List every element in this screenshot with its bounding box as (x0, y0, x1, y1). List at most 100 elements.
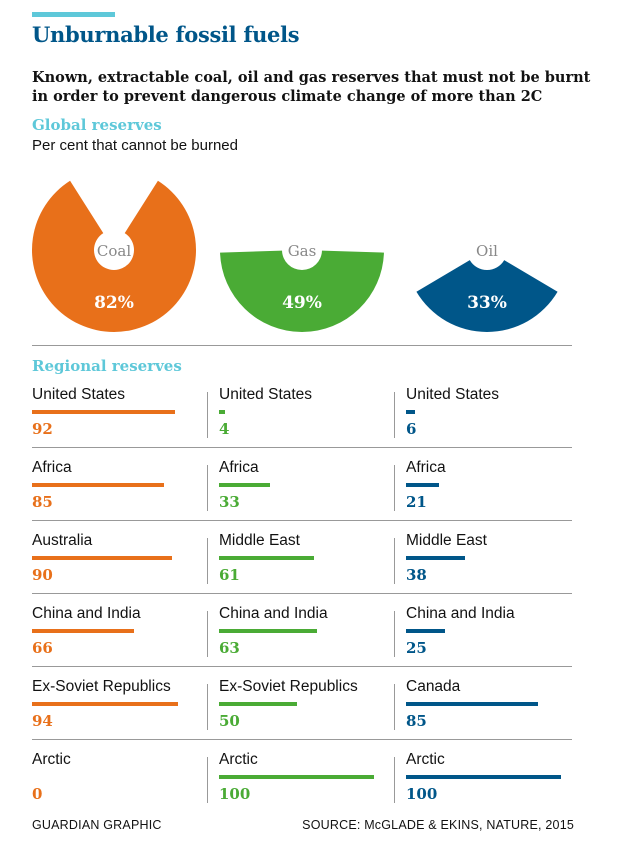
column-divider (394, 757, 395, 803)
column-divider (394, 392, 395, 438)
page-title: Unburnable fossil fuels (32, 22, 300, 47)
region-cell: Arctic 100 (406, 745, 576, 818)
gas-bar (219, 483, 271, 487)
region-name: Africa (32, 459, 72, 476)
global-reserves-unit: Per cent that cannot be burned (32, 137, 238, 154)
region-cell: Australia 90 (32, 526, 202, 599)
region-name: United States (406, 386, 500, 403)
column-divider (207, 611, 208, 657)
region-cell: United States 6 (406, 380, 576, 453)
oil-pie-slice (416, 260, 558, 332)
region-cell: China and India 25 (406, 599, 576, 672)
region-name: Ex-Soviet Republics (219, 678, 358, 695)
row-divider (32, 666, 572, 667)
region-cell: Arctic 100 (219, 745, 389, 818)
gas-bar (219, 702, 297, 706)
region-name: Arctic (219, 751, 258, 768)
region-cell: Ex-Soviet Republics 94 (32, 672, 202, 745)
coal-bar (32, 410, 175, 414)
gas-bar (219, 556, 314, 560)
coal-bar (32, 629, 135, 633)
region-value: 61 (219, 566, 240, 584)
region-cell: China and India 66 (32, 599, 202, 672)
region-value: 90 (32, 566, 53, 584)
global-reserves-heading: Global reserves (32, 116, 162, 134)
coal-pie-label: Coal (97, 242, 131, 260)
gas-bar (219, 629, 317, 633)
region-value: 92 (32, 420, 53, 438)
region-name: United States (219, 386, 313, 403)
gas-pie-slice (220, 250, 384, 332)
region-name: Africa (406, 459, 446, 476)
column-divider (207, 465, 208, 511)
coal-bar (32, 556, 172, 560)
region-name: China and India (32, 605, 141, 622)
gas-pie-value: 49% (282, 293, 322, 313)
region-value: 4 (219, 420, 230, 438)
region-value: 33 (219, 493, 240, 511)
column-divider (207, 538, 208, 584)
region-value: 21 (406, 493, 427, 511)
oil-pie-label: Oil (476, 242, 498, 260)
region-name: Canada (406, 678, 461, 695)
region-value: 6 (406, 420, 417, 438)
oil-bar (406, 556, 465, 560)
accent-bar (32, 12, 115, 17)
column-divider (207, 392, 208, 438)
regional-reserves-heading: Regional reserves (32, 357, 182, 375)
region-cell: Africa 21 (406, 453, 576, 526)
region-name: United States (32, 386, 126, 403)
region-name: Middle East (406, 532, 487, 549)
global-pie-charts: Coal 82% Gas 49% Oil 33% (31, 180, 558, 332)
coal-pie-slice (31, 180, 196, 332)
column-divider (394, 465, 395, 511)
region-cell: China and India 63 (219, 599, 389, 672)
coal-pie-value: 82% (94, 293, 134, 313)
column-divider (394, 611, 395, 657)
credit-text: GUARDIAN GRAPHIC (32, 818, 162, 832)
region-value: 100 (406, 785, 438, 803)
region-cell: United States 92 (32, 380, 202, 453)
column-divider (207, 684, 208, 730)
oil-bar (406, 483, 439, 487)
oil-bar (406, 775, 561, 779)
region-name: Ex-Soviet Republics (32, 678, 171, 695)
region-name: Arctic (406, 751, 445, 768)
column-divider (394, 538, 395, 584)
section-divider (32, 345, 572, 346)
region-cell: United States 4 (219, 380, 389, 453)
region-cell: Ex-Soviet Republics 50 (219, 672, 389, 745)
region-cell: Arctic 0 (32, 745, 202, 818)
region-value: 25 (406, 639, 427, 657)
region-cell: Africa 85 (32, 453, 202, 526)
oil-bar (406, 629, 445, 633)
gas-bar (219, 775, 374, 779)
coal-bar (32, 702, 178, 706)
region-name: China and India (219, 605, 328, 622)
coal-bar (32, 483, 164, 487)
oil-bar (406, 702, 538, 706)
region-name: China and India (406, 605, 515, 622)
source-text: SOURCE: McGLADE & EKINS, NATURE, 2015 (302, 818, 574, 832)
region-value: 50 (219, 712, 240, 730)
region-name: Australia (32, 532, 93, 549)
oil-bar (406, 410, 416, 414)
row-divider (32, 593, 572, 594)
region-name: Africa (219, 459, 259, 476)
region-name: Arctic (32, 751, 71, 768)
page-subtitle: Known, extractable coal, oil and gas res… (32, 69, 591, 105)
row-divider (32, 520, 572, 521)
region-value: 38 (406, 566, 427, 584)
gas-pie-label: Gas (288, 242, 317, 260)
region-name: Middle East (219, 532, 300, 549)
region-value: 94 (32, 712, 53, 730)
region-value: 100 (219, 785, 251, 803)
region-cell: Middle East 38 (406, 526, 576, 599)
oil-pie-value: 33% (467, 293, 507, 313)
column-divider (394, 684, 395, 730)
row-divider (32, 739, 572, 740)
region-cell: Canada 85 (406, 672, 576, 745)
row-divider (32, 447, 572, 448)
region-cell: Middle East 61 (219, 526, 389, 599)
gas-bar (219, 410, 226, 414)
